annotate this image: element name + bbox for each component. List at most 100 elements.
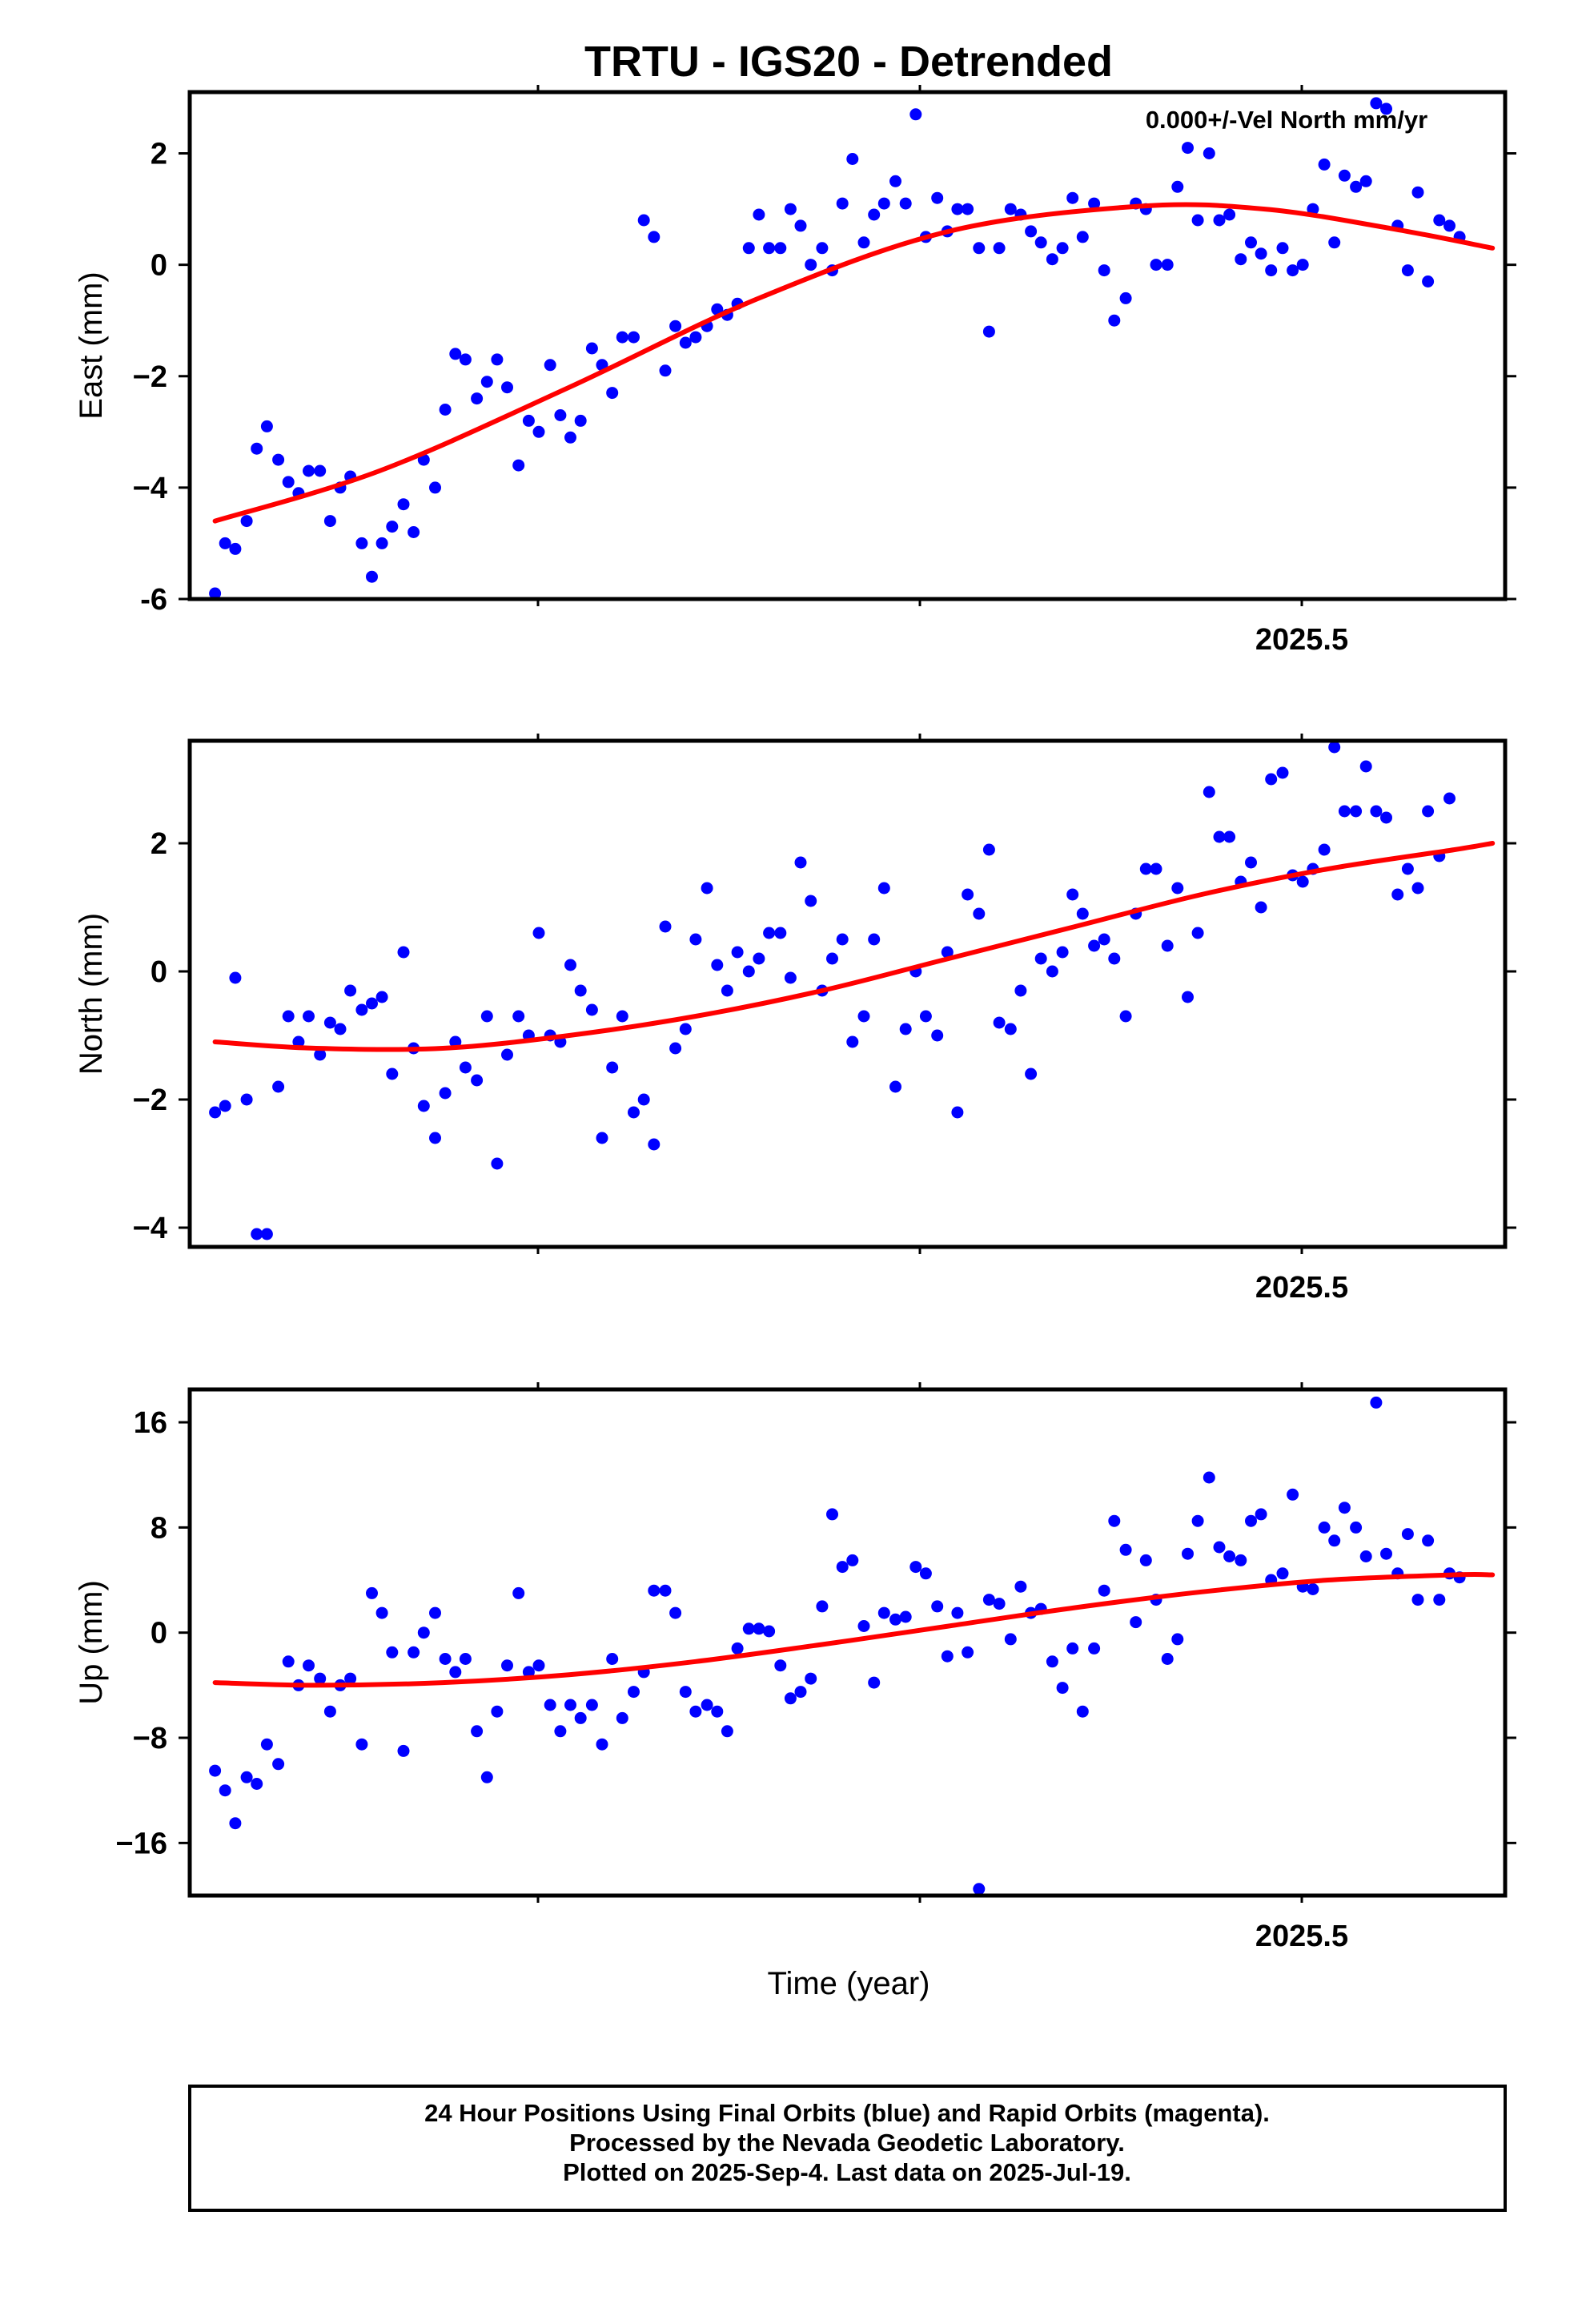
data-point (251, 1228, 263, 1240)
data-point (826, 1508, 838, 1521)
data-point (1108, 314, 1121, 327)
data-point (574, 414, 587, 427)
data-point (616, 1010, 628, 1023)
data-point (282, 476, 295, 489)
data-point (1066, 1642, 1079, 1655)
data-point (1046, 965, 1058, 978)
data-point (323, 1705, 336, 1718)
data-point (669, 320, 682, 332)
data-point (753, 1622, 765, 1635)
data-point (1161, 939, 1174, 952)
data-point (763, 242, 776, 255)
data-point (889, 1080, 901, 1093)
data-point (1014, 1580, 1027, 1593)
data-point (585, 342, 598, 355)
data-point (701, 1699, 713, 1711)
data-point (711, 1705, 724, 1718)
data-point (480, 1010, 493, 1023)
data-point (763, 1625, 776, 1638)
data-point (1088, 197, 1101, 210)
data-point (417, 1100, 430, 1112)
data-point (1034, 952, 1047, 965)
data-point (836, 933, 849, 946)
data-point (637, 214, 650, 227)
data-point (282, 1010, 295, 1023)
data-point (1235, 253, 1247, 266)
y-axis-label: East (mm) (74, 271, 109, 419)
data-point (1401, 1528, 1414, 1541)
data-point (1223, 208, 1236, 221)
data-point (1265, 264, 1278, 277)
y-tick-label: 16 (134, 1406, 167, 1440)
data-point (574, 1711, 587, 1724)
data-point (1056, 242, 1069, 255)
data-point (919, 1567, 932, 1580)
panel-3: 16 8 0 −8 −16 2025.5 Up (mm) (74, 1382, 1516, 1953)
data-point (868, 933, 881, 946)
footer-line-3: Plotted on 2025-Sep-4. Last data on 2025… (563, 2158, 1131, 2186)
data-point (689, 331, 702, 344)
data-point (1076, 1705, 1089, 1718)
data-point (711, 303, 724, 316)
fit-curve (212, 202, 1496, 524)
data-point (471, 1725, 484, 1738)
data-point (931, 191, 944, 204)
data-point (1098, 1584, 1110, 1597)
data-point (596, 1132, 608, 1144)
data-point (1255, 901, 1267, 914)
data-point (429, 1606, 441, 1619)
data-point (1307, 1583, 1319, 1595)
data-point (669, 1606, 682, 1619)
data-point (1359, 760, 1372, 773)
data-point (429, 481, 441, 494)
data-point (449, 1035, 462, 1048)
data-point (868, 1676, 881, 1689)
data-point (355, 1003, 368, 1016)
data-point (544, 1699, 556, 1711)
data-point (532, 425, 545, 438)
data-point (816, 1600, 829, 1613)
data-point (1359, 175, 1372, 187)
data-point (857, 1010, 870, 1023)
data-point (794, 856, 807, 869)
data-point (648, 231, 661, 243)
data-point (501, 1659, 513, 1672)
data-point (1046, 253, 1058, 266)
data-point (763, 927, 776, 939)
data-point (209, 587, 222, 600)
data-point (962, 203, 974, 215)
data-point (386, 1646, 399, 1659)
data-point (1213, 1541, 1226, 1554)
data-point (1182, 1547, 1194, 1560)
data-point (659, 920, 672, 933)
data-point (544, 359, 556, 372)
data-point (628, 331, 640, 344)
data-point (251, 1778, 263, 1790)
data-point (366, 1586, 378, 1599)
data-point (1338, 805, 1351, 818)
data-point (1150, 259, 1162, 271)
fit-curve (212, 1572, 1496, 1688)
data-point (1443, 219, 1456, 232)
data-point (229, 542, 242, 555)
data-point (689, 1705, 702, 1718)
data-point (1245, 1514, 1257, 1527)
data-point (1119, 1010, 1132, 1023)
data-point (1191, 214, 1204, 227)
data-point (679, 1686, 692, 1699)
data-point (1191, 927, 1204, 939)
data-point (1161, 1653, 1174, 1665)
data-point (554, 1725, 567, 1738)
data-point (355, 1738, 368, 1751)
data-point (219, 537, 231, 549)
data-point (1191, 1514, 1204, 1527)
data-point (1245, 856, 1257, 869)
data-point (480, 376, 493, 388)
data-point (846, 1035, 859, 1048)
data-point (1108, 952, 1121, 965)
data-point (931, 1600, 944, 1613)
data-point (491, 1705, 504, 1718)
data-point (679, 336, 692, 349)
data-point (805, 259, 817, 271)
data-point (1370, 1396, 1383, 1409)
